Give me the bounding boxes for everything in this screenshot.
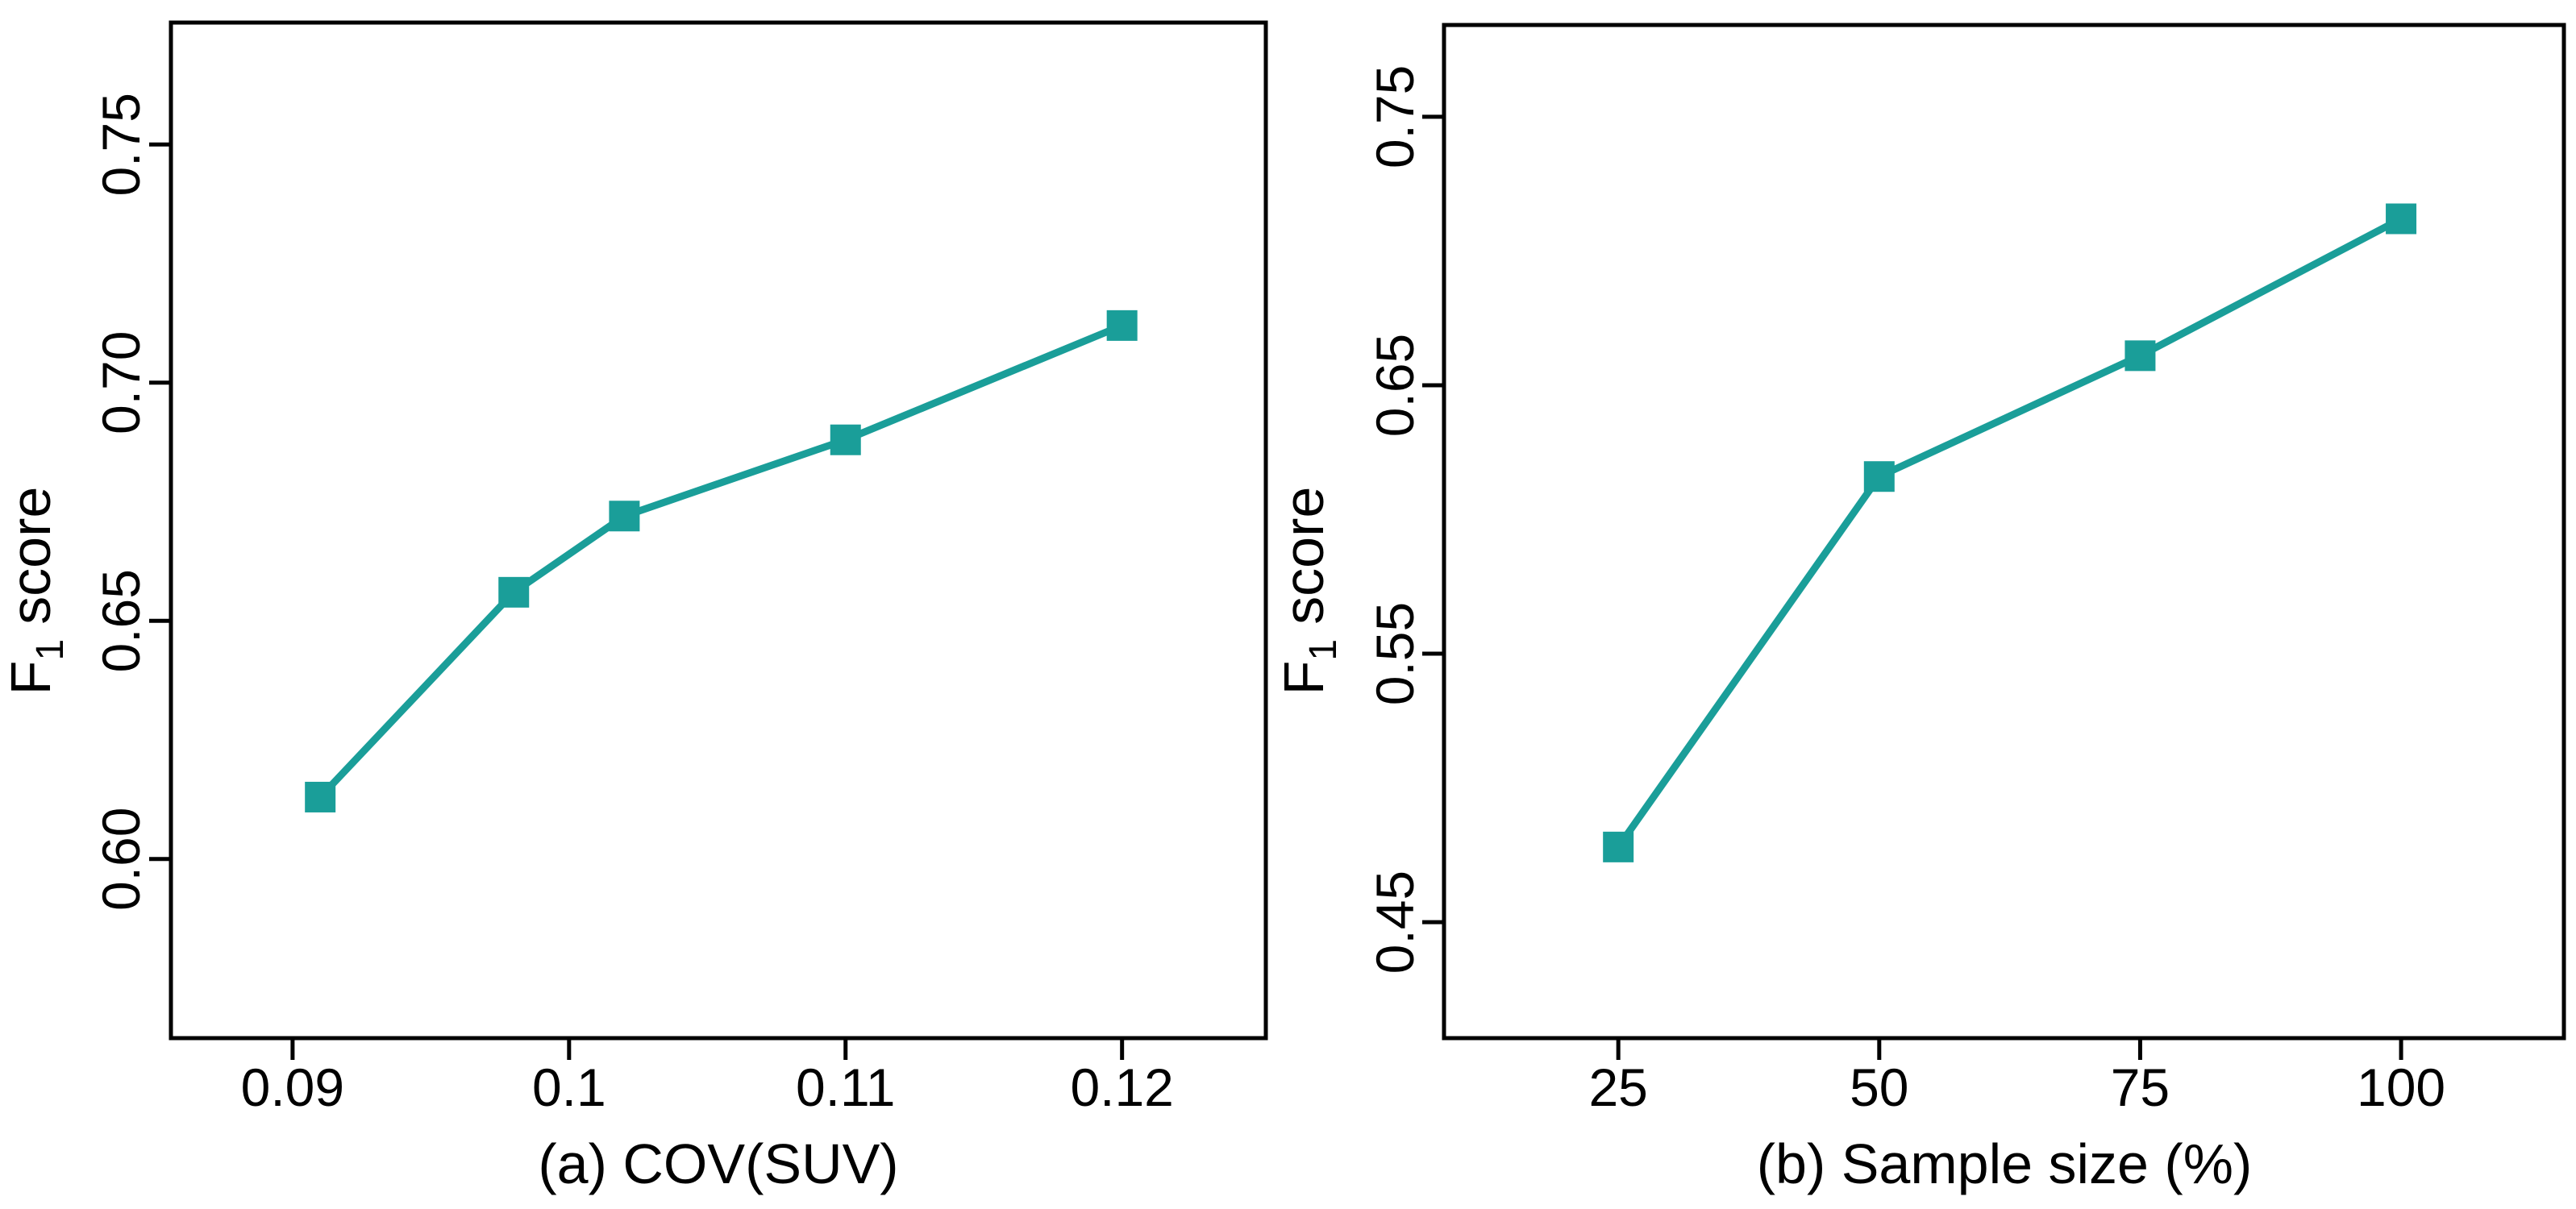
plot-frame-b — [1442, 23, 2566, 1041]
y-tick-label-b: 0.55 — [1365, 602, 1425, 705]
x-tick-label-a: 0.11 — [796, 1057, 896, 1117]
x-tick-label-b: 25 — [1588, 1057, 1647, 1117]
x-tick-label-a: 0.1 — [532, 1057, 606, 1117]
plot-frame-a — [169, 20, 1268, 1041]
x-tick-label-b: 50 — [1850, 1057, 1908, 1117]
y-tick-label-b: 0.45 — [1365, 870, 1425, 974]
data-point-marker-b — [1603, 831, 1634, 862]
series-line-a — [317, 322, 1124, 800]
y-title-rest-b: score — [1272, 487, 1335, 625]
y-title-base-a: F — [0, 661, 62, 696]
panel-b-caption: (b) Sample size (%) — [1757, 1132, 2253, 1195]
y-tick-label-a: 0.60 — [91, 808, 151, 911]
data-point-marker-a — [1106, 310, 1138, 341]
data-point-marker-b — [2124, 340, 2156, 372]
x-tick-label-b: 100 — [2357, 1057, 2445, 1117]
series-line-b — [1615, 215, 2403, 850]
y-tick-label-a: 0.75 — [91, 93, 151, 196]
data-point-marker-a — [498, 576, 530, 608]
x-tick-label-a: 0.09 — [241, 1057, 344, 1117]
data-point-marker-a — [609, 501, 640, 532]
y-title-subscript-b: 1 — [1302, 639, 1345, 661]
y-tick-label-a: 0.70 — [91, 331, 151, 434]
y-title-base-b: F — [1272, 661, 1335, 696]
panel-b-plot: 25 50 75 100 0.45 0.55 0.65 0.75 — [1365, 23, 2566, 1117]
y-tick-label-b: 0.75 — [1365, 65, 1425, 168]
x-tick-label-b: 75 — [2111, 1057, 2170, 1117]
data-point-marker-a — [830, 424, 861, 455]
y-tick-label-b: 0.65 — [1365, 334, 1425, 437]
panel-a: 0.09 0.1 0.11 0.12 0.60 0.65 0.70 0.75 (a) COV(… — [0, 20, 1268, 1195]
y-tick-label-a: 0.65 — [91, 569, 151, 672]
y-title-subscript-a: 1 — [29, 639, 72, 661]
panel-a-y-axis-title: F1 score — [0, 487, 72, 696]
panel-b: 25 50 75 100 0.45 0.55 0.65 0.75 (b) Sample siz… — [1272, 23, 2566, 1195]
x-tick-label-a: 0.12 — [1070, 1057, 1173, 1117]
data-point-marker-b — [2386, 203, 2417, 235]
panel-b-y-axis-title: F1 score — [1272, 487, 1345, 696]
panel-a-plot: 0.09 0.1 0.11 0.12 0.60 0.65 0.70 0.75 — [91, 20, 1268, 1117]
y-title-rest-a: score — [0, 487, 62, 625]
data-point-marker-a — [305, 781, 336, 812]
data-point-marker-b — [1863, 461, 1895, 492]
panel-a-caption: (a) COV(SUV) — [538, 1132, 898, 1195]
